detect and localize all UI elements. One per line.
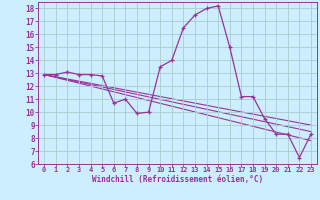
X-axis label: Windchill (Refroidissement éolien,°C): Windchill (Refroidissement éolien,°C): [92, 175, 263, 184]
